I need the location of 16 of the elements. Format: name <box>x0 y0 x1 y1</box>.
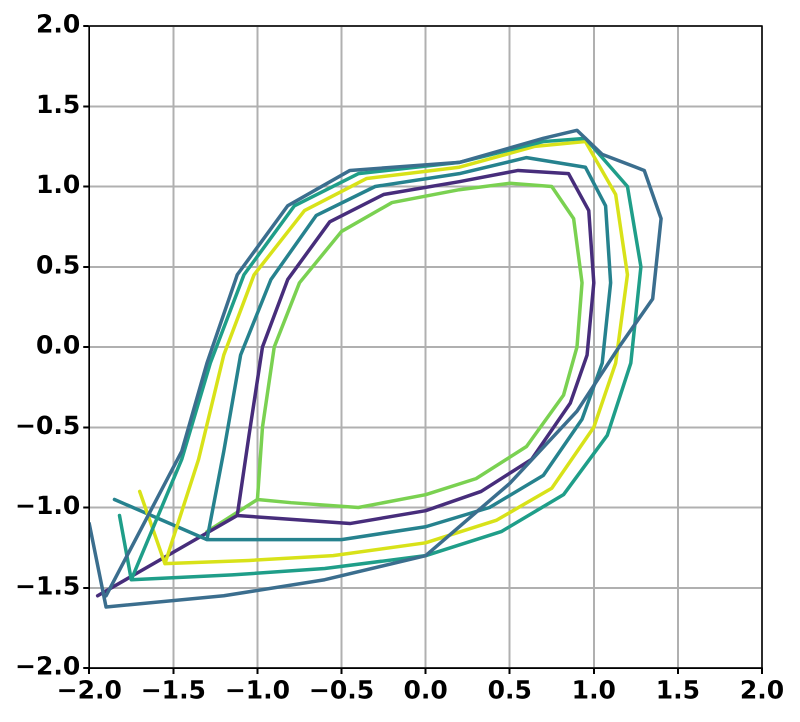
y-tick-label: 2.0 <box>36 10 80 38</box>
y-tick-label: −1.0 <box>15 491 80 520</box>
x-tick-label: −1.5 <box>140 676 206 704</box>
y-tick-label: 1.5 <box>36 90 80 119</box>
x-tick-label: −1.0 <box>224 676 290 704</box>
y-tick-label: 1.0 <box>36 170 80 199</box>
y-tick-label: 0.5 <box>36 250 80 280</box>
x-tick-label: 1.5 <box>656 676 700 704</box>
x-tick-label: 0.5 <box>488 676 532 704</box>
y-tick-label: −0.5 <box>15 410 80 440</box>
x-tick-label: 1.0 <box>572 676 616 704</box>
x-tick-label: −0.5 <box>308 676 374 704</box>
x-tick-label: 2.0 <box>740 676 784 704</box>
y-tick-label: −1.5 <box>15 571 80 600</box>
y-tick-label: 0.0 <box>36 330 80 360</box>
x-tick-label: 0.0 <box>403 676 448 704</box>
